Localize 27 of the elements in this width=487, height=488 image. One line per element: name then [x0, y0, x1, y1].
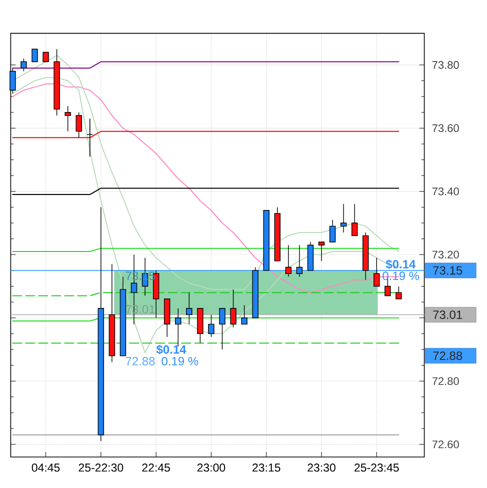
- y-tick-label: 72.60: [432, 440, 459, 448]
- ref-line-label: 73.15: [433, 266, 462, 275]
- candlestick: [296, 244, 303, 278]
- annotation: $0.14: [156, 344, 186, 355]
- annotation: $0.14: [386, 259, 416, 270]
- x-tick-label: 23:00: [197, 464, 226, 472]
- candlestick: [285, 244, 292, 278]
- y-tick-label: 73.40: [432, 188, 459, 196]
- ref-line-label: 73.01: [433, 310, 462, 319]
- x-tick-label: 23:15: [252, 464, 280, 472]
- x-tick-label: 25-22:30: [78, 464, 124, 472]
- candlestick: [98, 206, 104, 442]
- x-tick-label: 25-23:45: [354, 464, 399, 472]
- y-tick-label: 72.80: [432, 377, 459, 386]
- candlestick: [186, 292, 192, 325]
- annotation: 72.88: [126, 356, 155, 366]
- candlestick: [86, 118, 94, 158]
- candlestick: [340, 204, 347, 233]
- x-tick-label: 04:45: [32, 464, 60, 472]
- text: 72.88: [433, 351, 462, 360]
- y-tick-label: 73.60: [432, 124, 459, 132]
- candlestick: [108, 264, 116, 362]
- y-tick-label: 73.80: [432, 61, 459, 69]
- annotation: 0.19 %: [162, 356, 198, 366]
- y-tick-label: 73.20: [432, 250, 459, 259]
- x-tick-label: 22:45: [142, 464, 170, 472]
- x-tick-label: 23:30: [308, 464, 336, 472]
